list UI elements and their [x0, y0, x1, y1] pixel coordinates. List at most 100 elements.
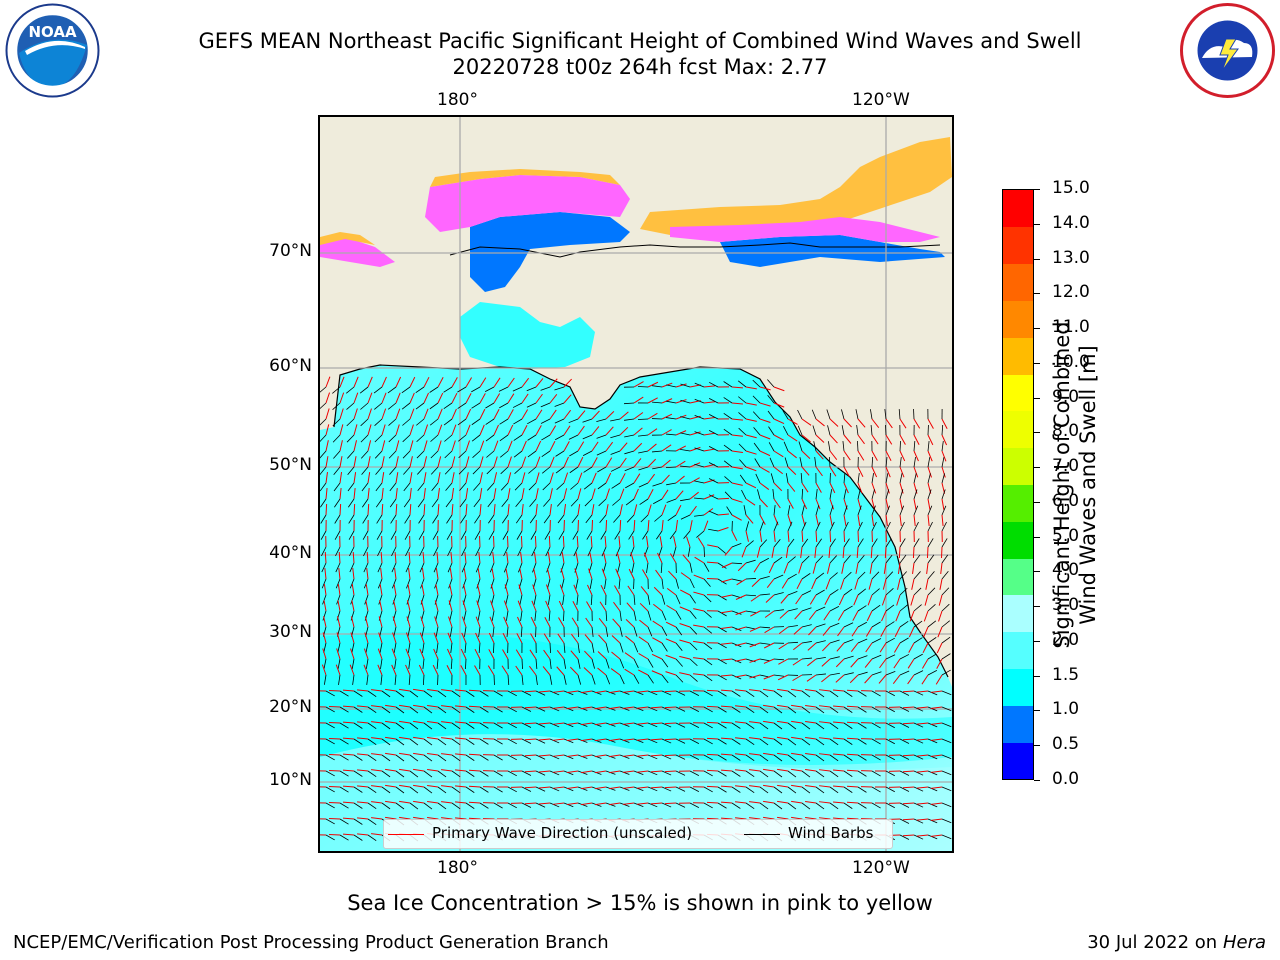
wave-direction-arrow [441, 737, 453, 740]
wind-barb [827, 425, 831, 436]
wave-direction-arrow [465, 440, 471, 452]
wind-barb [493, 706, 503, 713]
wind-barb [339, 818, 349, 825]
wind-barb [403, 482, 411, 492]
wave-direction-arrow [643, 552, 649, 564]
wind-barb [490, 578, 495, 589]
wind-barb [754, 458, 761, 468]
wind-barb [694, 463, 705, 468]
wind-barb [843, 672, 854, 676]
wind-barb [941, 706, 952, 712]
colorbar-tick-mark [1034, 675, 1040, 677]
wind-barb [885, 457, 888, 468]
colorbar-tick-mark [1034, 745, 1040, 747]
wave-direction-arrow [567, 706, 579, 710]
wave-direction-arrow [815, 418, 825, 427]
wave-direction-arrow [507, 393, 515, 404]
wave-direction-arrow [521, 488, 525, 500]
wind-barb [899, 670, 910, 676]
wind-barb [647, 658, 654, 668]
wind-barb [633, 658, 639, 669]
wave-direction-arrow [435, 568, 439, 580]
wave-direction-arrow [675, 504, 682, 516]
wave-direction-arrow [535, 440, 542, 452]
wind-barb [787, 754, 797, 762]
wind-barb [655, 530, 663, 540]
wind-barb [446, 514, 453, 524]
wind-barb [464, 626, 467, 637]
wind-barb [661, 674, 669, 684]
wave-direction-arrow [342, 753, 355, 756]
colorbar-tick-label: 1.0 [1052, 699, 1080, 720]
wave-direction-arrow [503, 616, 509, 628]
wind-barb [624, 450, 635, 455]
colorbar-tick-label: 12.0 [1052, 282, 1090, 303]
wave-direction-arrow [759, 514, 766, 525]
wave-direction-arrow [507, 409, 514, 420]
colorbar-tick-label: 5.0 [1052, 525, 1080, 546]
wind-barb [857, 706, 867, 713]
wave-direction-arrow [591, 457, 598, 468]
wind-barb [708, 494, 719, 500]
colorbar-tick-mark [1034, 467, 1040, 469]
wind-barb [927, 653, 937, 660]
wave-direction-arrow [479, 408, 486, 420]
wave-direction-arrow [720, 737, 733, 740]
wave-direction-arrow [630, 552, 635, 564]
wave-direction-arrow [787, 450, 797, 459]
colorbar-tick-label: 14.0 [1052, 212, 1090, 233]
wind-barb [745, 578, 757, 580]
wind-barb [675, 802, 686, 808]
wave-direction-arrow [864, 658, 873, 668]
wind-barb [857, 571, 866, 580]
wave-direction-arrow [405, 664, 411, 676]
wave-direction-arrow [581, 706, 593, 710]
wind-barb [767, 395, 775, 404]
wind-barb [708, 528, 719, 532]
wave-direction-arrow [853, 594, 859, 606]
wind-barb [320, 514, 327, 524]
wave-direction-arrow [521, 504, 524, 516]
wave-direction-arrow [833, 721, 845, 724]
wave-direction-arrow [633, 488, 639, 500]
wind-barb [388, 434, 397, 443]
wave-direction-arrow [462, 600, 467, 612]
wind-barb [731, 610, 742, 615]
wind-barb [513, 450, 523, 458]
wave-direction-arrow [619, 457, 627, 468]
wave-direction-arrow [735, 658, 747, 662]
wind-barb [336, 594, 341, 605]
wind-barb [395, 770, 405, 778]
wave-direction-arrow [805, 752, 817, 756]
wave-direction-arrow [651, 670, 663, 676]
wave-direction-arrow [405, 648, 411, 660]
wave-direction-arrow [357, 833, 369, 836]
wave-direction-arrow [591, 504, 595, 516]
wave-direction-arrow [846, 801, 859, 804]
wave-direction-arrow [413, 688, 425, 692]
wind-barb [367, 754, 377, 762]
wind-barb [572, 530, 579, 540]
wind-barb [473, 498, 481, 508]
colorbar-segment [1003, 447, 1033, 485]
wave-direction-arrow [689, 520, 693, 532]
wind-barb [465, 690, 475, 697]
wave-direction-arrow [885, 498, 889, 510]
wind-barb [689, 754, 700, 760]
wind-barb [350, 594, 355, 605]
wind-barb [667, 514, 677, 522]
wave-direction-arrow [479, 488, 483, 500]
wave-direction-arrow [753, 562, 761, 573]
wave-direction-arrow [777, 800, 789, 804]
wind-barb [829, 521, 835, 532]
wave-direction-arrow [624, 652, 635, 660]
wind-barb [446, 530, 453, 540]
wave-direction-arrow [563, 488, 568, 500]
wind-barb [395, 706, 405, 714]
wind-barb [521, 802, 532, 808]
wind-barb [556, 498, 565, 507]
wave-direction-arrow [371, 721, 383, 724]
wind-barb [797, 409, 803, 420]
wind-barb [518, 562, 523, 573]
wave-direction-arrow [815, 514, 819, 526]
